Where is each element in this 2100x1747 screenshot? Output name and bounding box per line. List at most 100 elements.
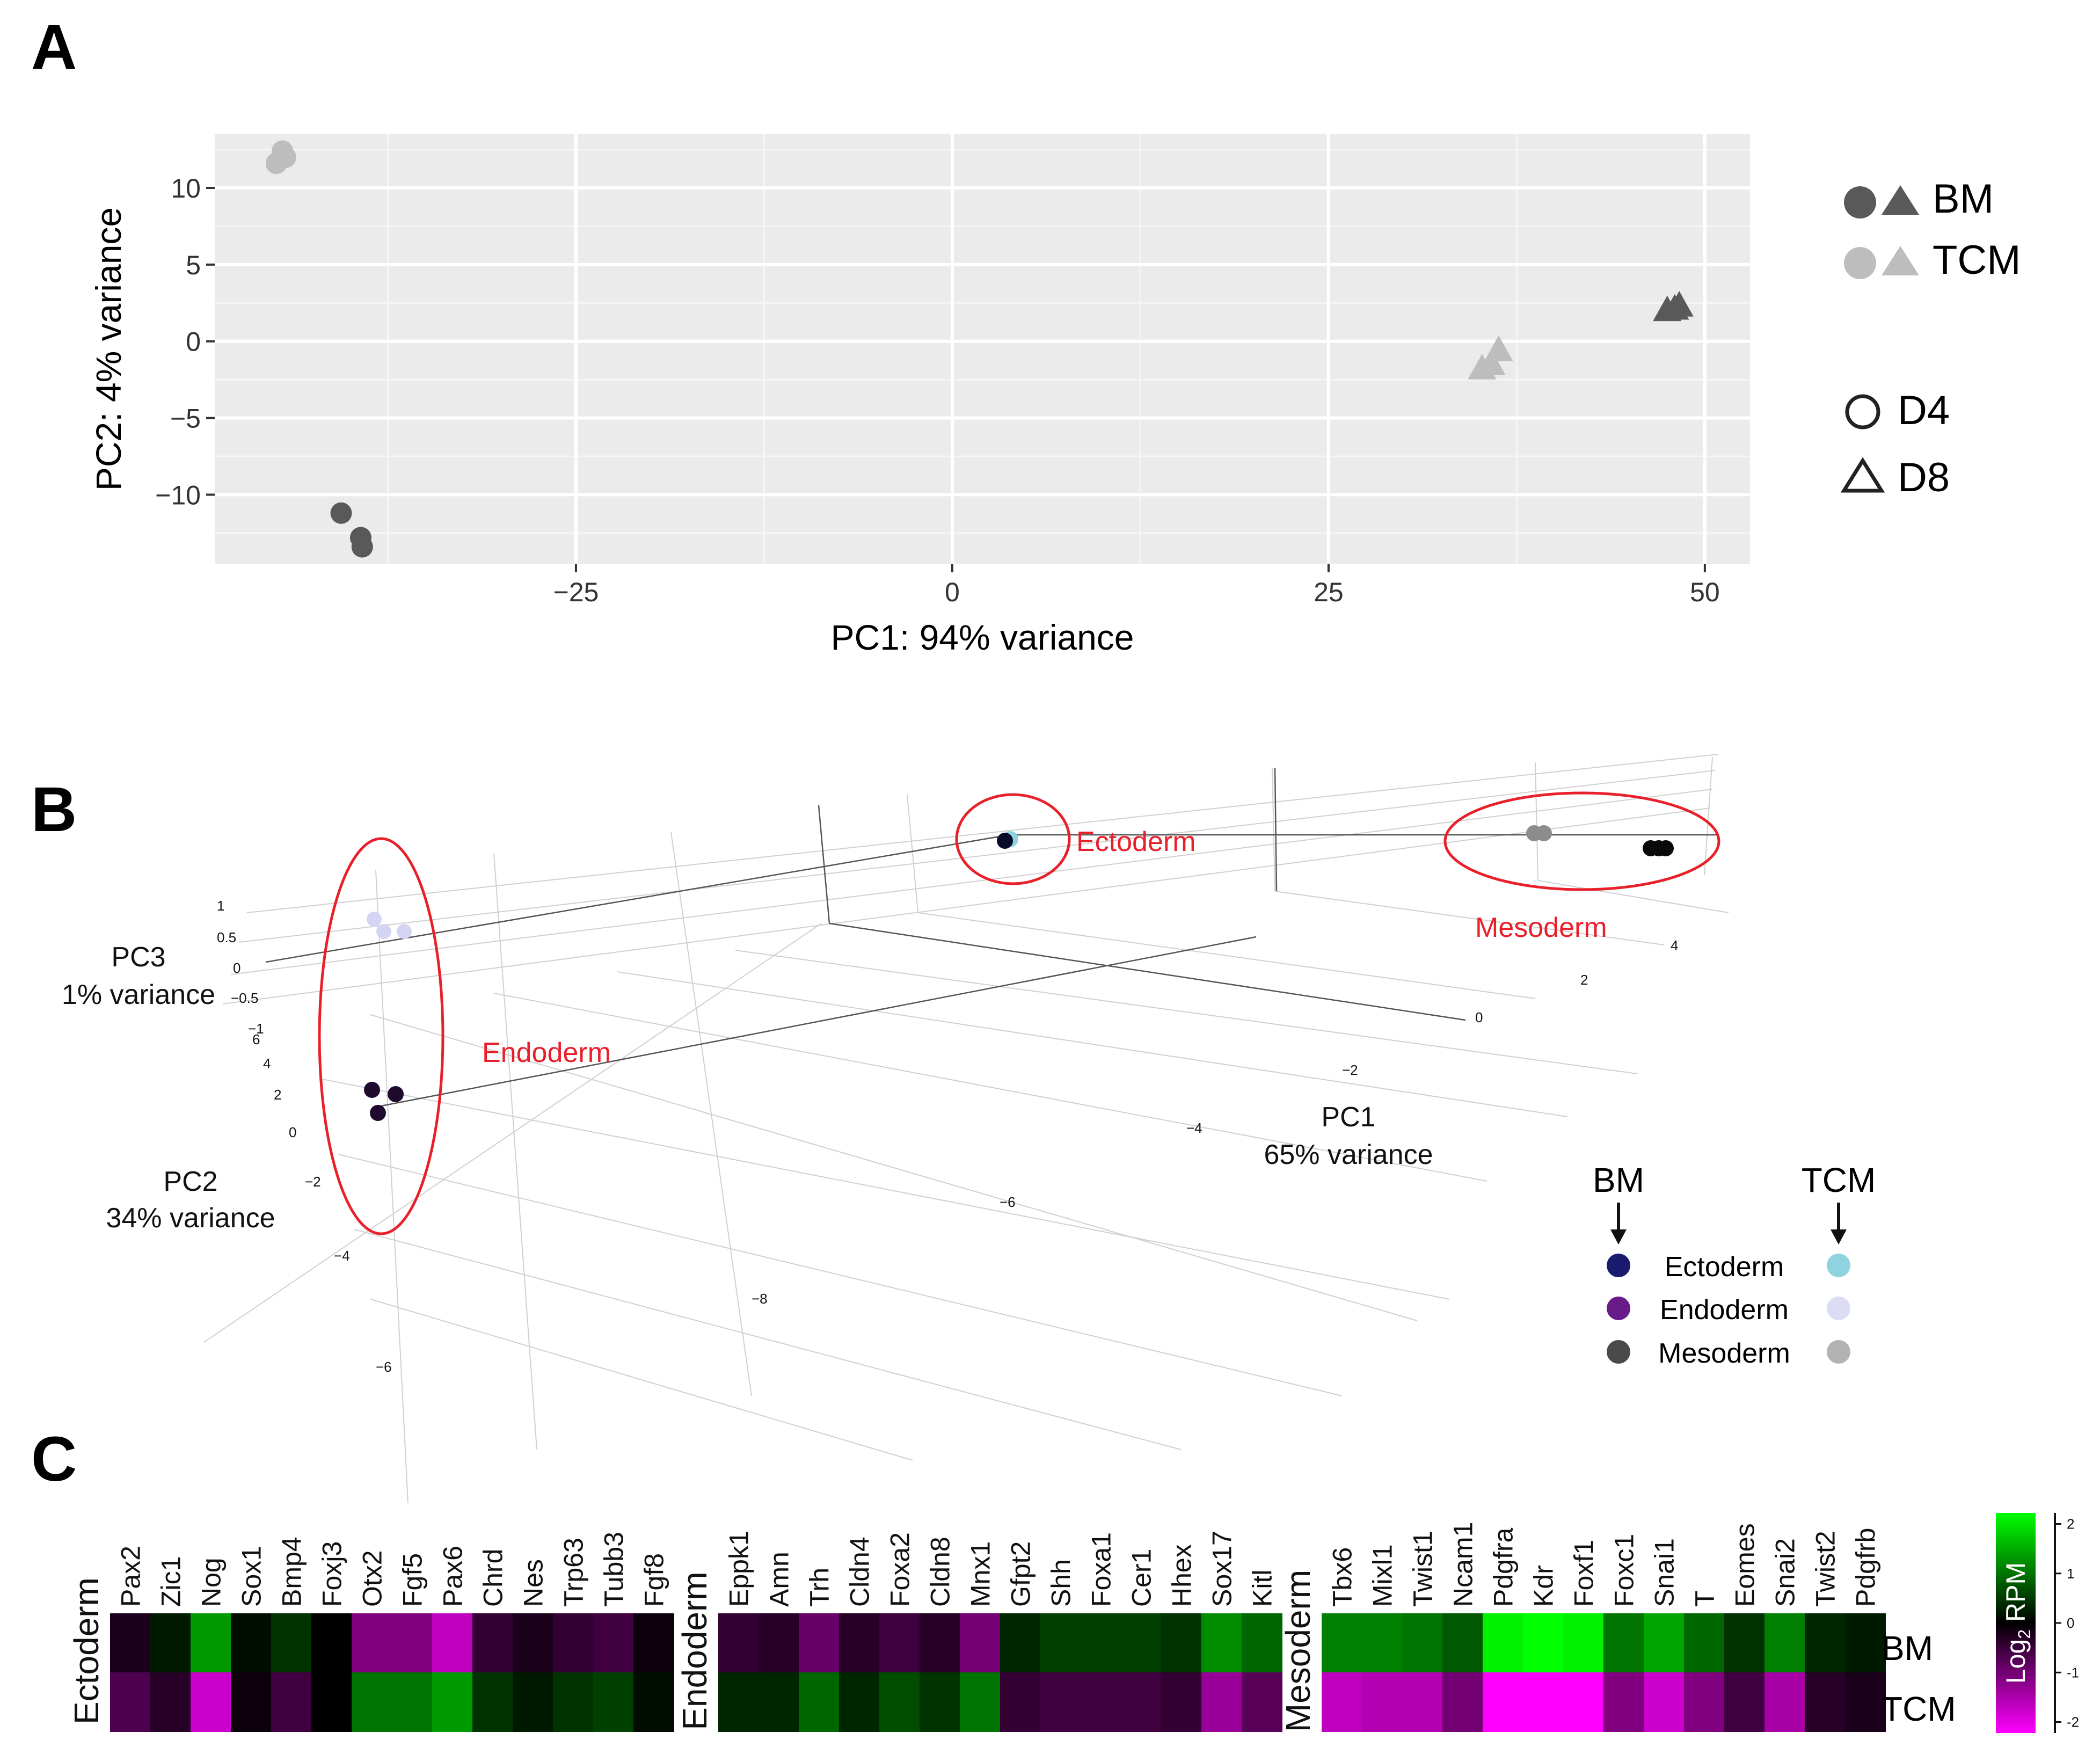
- colorbar-tick-label: 0: [2067, 1615, 2074, 1631]
- plot-b-axis-titles: PC3 1% variance PC2 34% variance PC1 65%…: [62, 942, 1433, 1234]
- heatmap-cell-tcm: [1764, 1672, 1805, 1732]
- point-endoderm-tcm: [376, 924, 391, 939]
- data-point-triangle: [1660, 294, 1689, 320]
- heatmap-cell-tcm: [150, 1672, 191, 1732]
- legend-d4-open-circle: [1845, 394, 1880, 430]
- legend-bm-circle-marker: [1844, 186, 1876, 219]
- y-tick-label: 5: [186, 250, 201, 280]
- heatmap-cell-bm: [1402, 1613, 1443, 1673]
- heatmap-cell-tcm: [231, 1672, 272, 1732]
- gene-label: Nog: [196, 1557, 227, 1607]
- legend-tcm-label: TCM: [1933, 237, 2021, 283]
- heatmap-cell-tcm: [1040, 1672, 1081, 1732]
- heatmap-cell-tcm: [1845, 1672, 1886, 1732]
- legend-b-arrowhead-tcm: [1831, 1229, 1847, 1244]
- gene-label: Pax2: [116, 1546, 146, 1607]
- plot-b-cluster-outlines: [318, 791, 1720, 1235]
- heatmap-cell-bm: [1081, 1613, 1121, 1673]
- plot-b-cluster-labels: Ectoderm Endoderm Mesoderm: [482, 826, 1607, 1068]
- mesoderm-cluster-label: Mesoderm: [1475, 912, 1607, 943]
- heatmap-cell-bm: [513, 1613, 553, 1673]
- mesoderm-outline: [1443, 791, 1720, 891]
- colorbar-tick-label: -1: [2067, 1664, 2079, 1680]
- gene-label: Twist2: [1811, 1531, 1841, 1607]
- pc3-tick: −0.5: [231, 990, 258, 1006]
- pc2-axis-sublabel: 34% variance: [106, 1203, 275, 1234]
- panel-c-heatmap: Pax2 Zic1 Nog Sox1 Bmp4 Foxj3 Otx2 Fgf5 Pax6 Chrd…: [67, 1513, 2079, 1733]
- plot-b-axes: [265, 767, 1718, 1107]
- legend-d8-open-triangle: [1840, 457, 1885, 493]
- colorbar-tick-label: 2: [2067, 1516, 2074, 1532]
- plot-b-gridlines: [203, 754, 1729, 1504]
- heatmap-cell-bm: [311, 1613, 352, 1673]
- plot-a-points: [265, 140, 1694, 558]
- gene-label: Snai2: [1770, 1538, 1800, 1607]
- gene-label: Tbx6: [1328, 1547, 1358, 1607]
- heatmap-cell-tcm: [1563, 1672, 1604, 1732]
- heatmap-cell-bm: [1845, 1613, 1886, 1673]
- heatmap-cell-tcm: [1724, 1672, 1765, 1732]
- group-label: Mesoderm: [1279, 1570, 1317, 1732]
- legend-tcm-circle-marker: [1844, 247, 1876, 279]
- x-tick-label: 25: [1314, 577, 1344, 607]
- heatmap-cell-tcm: [352, 1672, 392, 1732]
- legend-b-endoderm-tcm-swatch: [1827, 1297, 1850, 1320]
- plot-a-legend: BM TCM D4 D8: [1840, 176, 2021, 500]
- heatmap-cell-bm: [1242, 1613, 1282, 1673]
- gene-label: Pax6: [438, 1546, 468, 1607]
- legend-b-endoderm-label: Endoderm: [1660, 1294, 1789, 1326]
- gene-label: Otx2: [358, 1550, 388, 1607]
- heatmap-cell-bm: [920, 1613, 960, 1673]
- pc2-axis-label: PC2: [163, 1166, 217, 1197]
- colorbar-label: Log2 RPM: [2001, 1562, 2034, 1684]
- heatmap-cell-tcm: [1000, 1672, 1041, 1732]
- y-tick-label: −5: [170, 404, 201, 434]
- heatmap-group-labels: Ectoderm Endoderm Mesoderm: [67, 1570, 1317, 1732]
- x-tick-label: 50: [1690, 577, 1720, 607]
- plot-b-points: [364, 825, 1674, 1121]
- gene-label: Zic1: [156, 1556, 186, 1607]
- heatmap-cell-bm: [633, 1613, 674, 1673]
- point-endoderm-bm: [388, 1086, 404, 1102]
- heatmap-cell-bm: [1040, 1613, 1081, 1673]
- gene-label: Eppk1: [724, 1531, 754, 1607]
- data-point-circle: [330, 502, 352, 524]
- heatmap-cell-tcm: [1322, 1672, 1362, 1732]
- heatmap-cell-tcm: [839, 1672, 880, 1732]
- pc1-tick: 2: [1580, 972, 1588, 988]
- heatmap-cell-tcm: [553, 1672, 594, 1732]
- heatmap-gene-labels: Pax2 Zic1 Nog Sox1 Bmp4 Foxj3 Otx2 Fgf5 Pax6 Chrd…: [116, 1522, 1881, 1607]
- plot-a-gridlines: [215, 134, 1750, 564]
- y-tick-label: 0: [186, 327, 201, 357]
- heatmap-cell-tcm: [110, 1672, 151, 1732]
- gene-label: Foxc1: [1609, 1534, 1639, 1607]
- gene-label: Sox17: [1207, 1531, 1237, 1607]
- heatmap-cell-bm: [1121, 1613, 1162, 1673]
- heatmap-cell-bm: [1523, 1613, 1564, 1673]
- heatmap-cell-tcm: [1201, 1672, 1242, 1732]
- y-tick-label: −10: [155, 480, 201, 510]
- heatmap-cell-bm: [839, 1613, 880, 1673]
- pc1-tick: 4: [1671, 937, 1678, 953]
- legend-b-mesoderm-tcm-swatch: [1827, 1340, 1850, 1364]
- heatmap-cell-bm: [759, 1613, 799, 1673]
- heatmap-row-label-tcm: TCM: [1882, 1690, 1956, 1728]
- gene-label: Pdgfrb: [1851, 1528, 1881, 1607]
- legend-b-mesoderm-label: Mesoderm: [1658, 1338, 1790, 1369]
- heatmap-cell-tcm: [1644, 1672, 1685, 1732]
- group-label: Ectoderm: [67, 1577, 106, 1724]
- heatmap-cell-tcm: [271, 1672, 312, 1732]
- group-label: Endoderm: [675, 1571, 714, 1730]
- heatmap-cell-bm: [1644, 1613, 1685, 1673]
- heatmap-cell-tcm: [1242, 1672, 1282, 1732]
- gene-label: Kdr: [1529, 1565, 1559, 1607]
- legend-b-endoderm-bm-swatch: [1607, 1297, 1630, 1320]
- gene-label: Snai1: [1650, 1538, 1680, 1607]
- gene-label: Ncam1: [1448, 1522, 1478, 1607]
- pc3-tick: 0.5: [217, 929, 236, 945]
- heatmap-cell-bm: [1442, 1613, 1483, 1673]
- panel-label-a: A: [31, 12, 77, 83]
- point-endoderm-tcm: [367, 912, 382, 927]
- legend-tcm-triangle-marker: [1882, 246, 1919, 275]
